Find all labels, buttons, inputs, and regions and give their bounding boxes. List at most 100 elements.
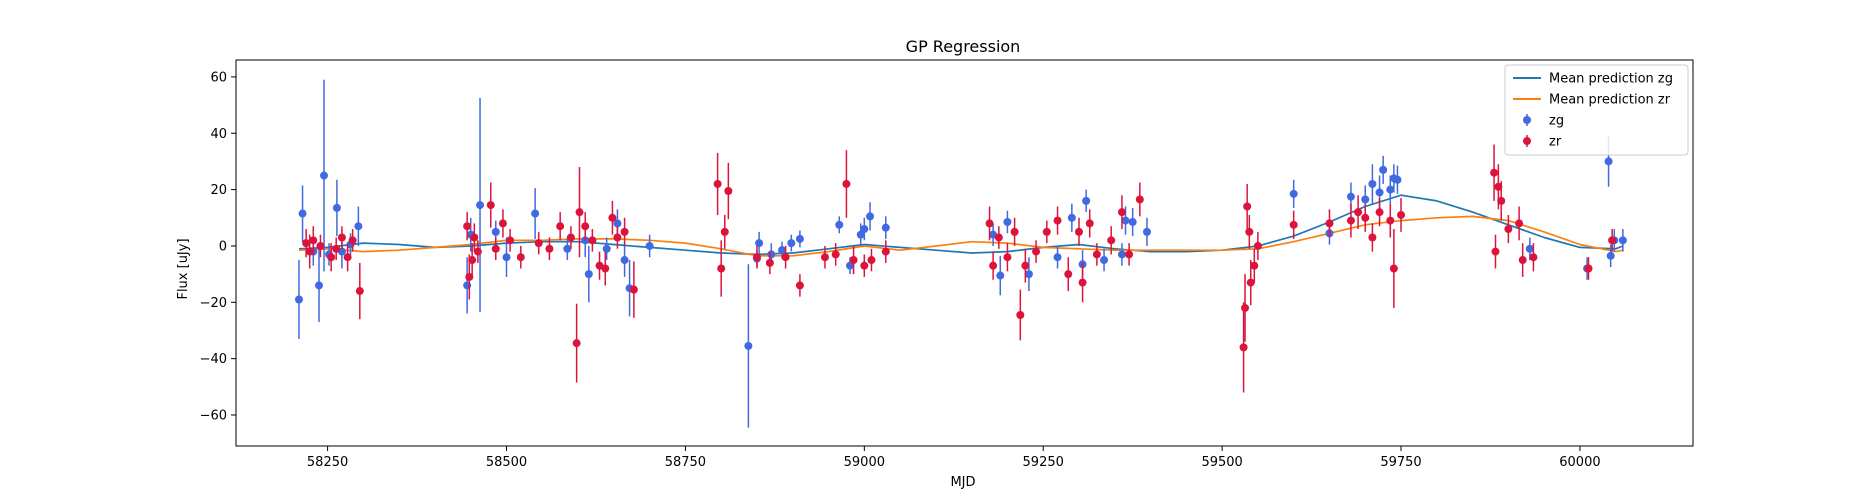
zr-data-point	[1241, 303, 1250, 312]
zr-data-point	[1346, 216, 1355, 225]
zr-data-point	[781, 253, 790, 262]
chart-title: GP Regression	[906, 37, 1021, 56]
mean-prediction-zg-line	[298, 194, 1624, 256]
zr-data-point	[1125, 250, 1134, 259]
zr-data-point	[1354, 208, 1363, 217]
zr-data-point	[1289, 220, 1298, 229]
zr-data-point	[1243, 202, 1252, 211]
zg-data-point	[294, 295, 303, 304]
zr-data-point	[1078, 278, 1087, 287]
zr-data-point	[348, 236, 357, 245]
zg-data-point	[1067, 213, 1076, 222]
legend-entry-zr-line-label: Mean prediction zr	[1549, 93, 1671, 108]
zr-data-point	[588, 236, 597, 245]
zr-data-point	[1092, 250, 1101, 259]
zr-data-point	[566, 233, 575, 242]
zr-data-point	[1032, 247, 1041, 256]
zg-data-point	[531, 209, 540, 218]
zr-data-point	[556, 222, 565, 231]
zr-data-point	[601, 264, 610, 273]
zr-data-point	[1497, 196, 1506, 205]
zr-data-point	[545, 244, 554, 253]
zr-data-point	[1389, 264, 1398, 273]
zr-data-point	[849, 256, 858, 265]
zr-data-point	[994, 233, 1003, 242]
zg-data-point	[795, 234, 804, 243]
x-tick-label: 58750	[665, 455, 706, 470]
zr-data-point	[1494, 182, 1503, 191]
zr-data-point	[473, 247, 482, 256]
zr-data-point	[465, 272, 474, 281]
y-tick-label: 20	[210, 183, 227, 198]
zr-data-point	[1074, 227, 1083, 236]
zr-data-point	[1245, 227, 1254, 236]
zg-data-point	[320, 171, 329, 180]
zg-data-point	[787, 239, 796, 248]
zg-data-point	[996, 271, 1005, 280]
x-axis-ticks: 58250 58500 58750 59000 59250 59500 59750 60000	[307, 446, 1601, 470]
zg-data-point	[613, 219, 622, 228]
zg-data-point	[354, 222, 363, 231]
zr-data-point	[1515, 219, 1524, 228]
zr-data-point	[1250, 261, 1259, 270]
zr-data-point	[1325, 219, 1334, 228]
zr-data-point	[1246, 278, 1255, 287]
zr-data-point	[498, 219, 507, 228]
zr-data-point	[1518, 256, 1527, 265]
zr-data-point	[1397, 210, 1406, 219]
zr-data-point	[1016, 310, 1025, 319]
zr-data-point	[1361, 213, 1370, 222]
x-tick-label: 58250	[307, 455, 348, 470]
zr-data-point	[1504, 225, 1513, 234]
zr-data-point	[881, 247, 890, 256]
zr-data-point	[1239, 343, 1248, 352]
plot-area: 58250 58500 58750 59000 59250 59500 59750 60000…	[200, 59, 1694, 470]
zr-data-point	[795, 281, 804, 290]
zg-data-point	[1121, 216, 1130, 225]
zr-data-point	[575, 208, 584, 217]
legend-entry-zg-marker-swatch	[1523, 116, 1531, 124]
data-layer	[294, 79, 1627, 428]
zg-data-point	[866, 212, 875, 221]
zr-data-point	[305, 247, 314, 256]
zr-data-point	[1375, 208, 1384, 217]
y-tick-label: −40	[200, 352, 227, 367]
zr-data-point	[717, 264, 726, 273]
x-tick-label: 59500	[1201, 455, 1242, 470]
y-tick-label: −20	[200, 296, 227, 311]
zg-data-point	[1604, 157, 1613, 166]
zg-data-point	[298, 209, 307, 218]
x-tick-label: 59000	[844, 455, 885, 470]
zr-data-point	[506, 236, 515, 245]
zr-data-point	[752, 253, 761, 262]
zr-data-point	[1490, 168, 1499, 177]
mean-prediction-zr-line	[298, 215, 1624, 257]
zr-data-point	[1117, 208, 1126, 217]
zr-data-point	[1064, 270, 1073, 279]
zr-data-point	[820, 253, 829, 262]
zr-data-point	[343, 253, 352, 262]
x-tick-label: 59750	[1380, 455, 1421, 470]
zg-data-point	[620, 256, 629, 265]
y-tick-label: −60	[200, 409, 227, 424]
zr-data-point	[337, 233, 346, 242]
zr-data-point	[831, 250, 840, 259]
zr-data-point	[608, 213, 617, 222]
zg-data-point	[332, 203, 341, 212]
zr-data-point	[1253, 241, 1262, 250]
zr-data-point	[1135, 195, 1144, 204]
zr-data-point	[867, 256, 876, 265]
zr-data-point	[720, 227, 729, 236]
zr-data-point	[629, 285, 638, 294]
zg-data-point	[502, 253, 511, 262]
y-axis-ticks: −60 −40 −20 0 20 40 60	[200, 70, 236, 424]
axes-frame	[235, 59, 1694, 447]
zr-data-point	[463, 222, 472, 231]
zg-data-point	[1003, 218, 1012, 227]
zg-data-point	[1346, 192, 1355, 201]
zr-data-point	[309, 236, 318, 245]
zr-data-point	[713, 179, 722, 188]
zg-data-point	[1379, 165, 1388, 174]
zg-data-point	[778, 246, 787, 255]
